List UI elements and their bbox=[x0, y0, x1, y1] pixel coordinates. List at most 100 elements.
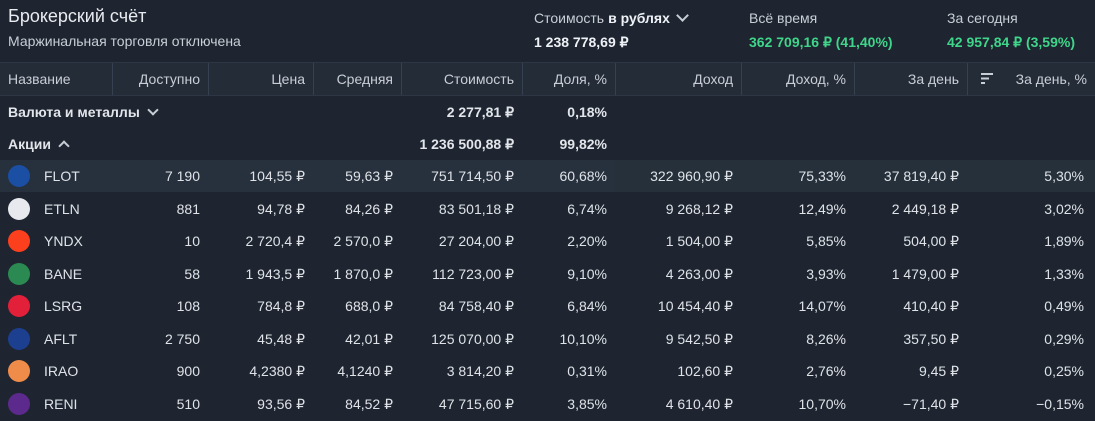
bashneft-logo bbox=[8, 262, 30, 285]
cell-avg: 4,1240 ₽ bbox=[337, 363, 393, 379]
cell-day: 1 479,00 ₽ bbox=[891, 265, 959, 282]
cell-day: 410,40 ₽ bbox=[903, 298, 959, 314]
cell-avg: 84,26 ₽ bbox=[345, 200, 393, 217]
cell-value: 83 501,18 ₽ bbox=[438, 200, 514, 217]
table-row[interactable]: IRAO 900 4,2380 ₽ 4,1240 ₽ 3 814,20 ₽ 0,31% 10… bbox=[0, 355, 1095, 387]
portfolio-value: 1 238 778,69 ₽ bbox=[534, 34, 629, 50]
renessans-logo bbox=[8, 392, 30, 415]
cell-day-pct: −0,15% bbox=[1036, 395, 1084, 412]
cell-price: 1 943,5 ₽ bbox=[245, 265, 305, 282]
chevron-down-icon bbox=[676, 9, 689, 22]
cell-avg: 59,63 ₽ bbox=[345, 168, 393, 184]
cell-day: 37 819,40 ₽ bbox=[883, 168, 959, 184]
group-currency-label: Валюта и металлы bbox=[8, 104, 140, 120]
table-row[interactable]: YNDX 10 2 720,4 ₽ 2 570,0 ₽ 27 204,00 ₽ 2,20%… bbox=[0, 225, 1095, 257]
cell-income-pct: 14,07% bbox=[798, 298, 846, 314]
cell-price: 784,8 ₽ bbox=[257, 298, 305, 314]
yandex-logo bbox=[8, 230, 30, 252]
col-available[interactable]: Доступно bbox=[112, 63, 208, 95]
cell-day: 2 449,18 ₽ bbox=[891, 200, 959, 217]
col-price[interactable]: Цена bbox=[208, 63, 313, 95]
col-day-pct-label: За день, % bbox=[1015, 71, 1087, 87]
all-time-block: Всё время 362 709,16 ₽ (41,40%) bbox=[749, 8, 893, 51]
cell-income: 10 454,40 ₽ bbox=[657, 298, 733, 314]
col-share[interactable]: Доля, % bbox=[522, 63, 615, 95]
today-income: 42 957,84 ₽ (3,59%) bbox=[947, 34, 1075, 50]
cell-available: 10 bbox=[184, 233, 200, 249]
cell-income-pct: 8,26% bbox=[806, 330, 846, 347]
interrao-logo bbox=[8, 360, 30, 382]
group-currency-toggle[interactable]: Валюта и металлы bbox=[8, 96, 159, 128]
cell-available: 108 bbox=[176, 298, 200, 314]
group-stocks-toggle[interactable]: Акции bbox=[8, 128, 70, 160]
cell-income: 322 960,90 ₽ bbox=[650, 168, 733, 184]
cell-income-pct: 10,70% bbox=[798, 395, 846, 412]
cell-share: 10,10% bbox=[559, 330, 607, 347]
cell-price: 45,48 ₽ bbox=[257, 330, 305, 347]
group-stocks[interactable]: Акции 1 236 500,88 ₽ 99,82% bbox=[0, 128, 1095, 160]
cell-income: 4 610,40 ₽ bbox=[665, 395, 733, 412]
cell-income-pct: 2,76% bbox=[806, 363, 846, 379]
cell-available: 2 750 bbox=[164, 330, 200, 347]
col-average[interactable]: Средняя bbox=[313, 63, 401, 95]
cell-share: 3,85% bbox=[567, 395, 607, 412]
cell-share: 9,10% bbox=[567, 265, 607, 282]
group-stocks-value: 1 236 500,88 ₽ bbox=[419, 136, 514, 152]
cell-price: 94,78 ₽ bbox=[257, 200, 305, 217]
table-row[interactable]: BANE 58 1 943,5 ₽ 1 870,0 ₽ 112 723,00 ₽ 9,10… bbox=[0, 258, 1095, 290]
currency-label: в рублях bbox=[608, 10, 670, 26]
cell-day: 357,50 ₽ bbox=[903, 330, 959, 347]
table-row[interactable]: RENI 510 93,56 ₽ 84,52 ₽ 47 715,60 ₽ 3,85% 4 6… bbox=[0, 388, 1095, 420]
table-row[interactable]: FLOT 7 190 104,55 ₽ 59,63 ₽ 751 714,50 ₽ 60,6… bbox=[0, 160, 1095, 192]
currency-selector[interactable]: Стоимость в рублях bbox=[534, 8, 689, 28]
cell-income-pct: 5,85% bbox=[806, 233, 846, 249]
account-header: Брокерский счёт Маржинальная торговля от… bbox=[0, 0, 1095, 62]
ticker: ETLN bbox=[44, 200, 80, 217]
cell-value: 27 204,00 ₽ bbox=[438, 233, 514, 249]
cell-day-pct: 1,33% bbox=[1044, 265, 1084, 282]
cell-income: 4 263,00 ₽ bbox=[665, 265, 733, 282]
cell-income: 102,60 ₽ bbox=[677, 363, 733, 379]
cell-day-pct: 0,29% bbox=[1044, 330, 1084, 347]
cell-share: 2,20% bbox=[567, 233, 607, 249]
table-row[interactable]: AFLT 2 750 45,48 ₽ 42,01 ₽ 125 070,00 ₽ 10,10… bbox=[0, 323, 1095, 355]
table-row[interactable]: LSRG 108 784,8 ₽ 688,0 ₽ 84 758,40 ₽ 6,84% 10 … bbox=[0, 290, 1095, 322]
today-label: За сегодня bbox=[947, 10, 1018, 26]
scf-logo bbox=[8, 165, 30, 187]
cell-value: 47 715,60 ₽ bbox=[438, 395, 514, 412]
cell-avg: 42,01 ₽ bbox=[345, 330, 393, 347]
ticker: FLOT bbox=[44, 168, 80, 184]
portfolio-value-block: Стоимость в рублях 1 238 778,69 ₽ bbox=[534, 8, 689, 51]
cell-value: 3 814,20 ₽ bbox=[446, 363, 514, 379]
cell-avg: 688,0 ₽ bbox=[345, 298, 393, 314]
cell-day-pct: 1,89% bbox=[1044, 233, 1084, 249]
cell-day: 9,45 ₽ bbox=[918, 363, 959, 379]
table-row[interactable]: ETLN 881 94,78 ₽ 84,26 ₽ 83 501,18 ₽ 6,74% 9 2… bbox=[0, 193, 1095, 225]
cell-available: 58 bbox=[184, 265, 200, 282]
cell-share: 6,84% bbox=[567, 298, 607, 314]
cell-day: 504,00 ₽ bbox=[903, 233, 959, 249]
today-block: За сегодня 42 957,84 ₽ (3,59%) bbox=[947, 8, 1075, 51]
cell-avg: 2 570,0 ₽ bbox=[333, 233, 393, 249]
col-day-pct[interactable]: За день, % bbox=[967, 63, 1095, 95]
col-name[interactable]: Название bbox=[8, 71, 71, 87]
cell-price: 93,56 ₽ bbox=[257, 395, 305, 412]
all-time-income: 362 709,16 ₽ (41,40%) bbox=[749, 34, 893, 50]
group-currency[interactable]: Валюта и металлы 2 277,81 ₽ 0,18% bbox=[0, 96, 1095, 128]
lsr-logo bbox=[8, 295, 30, 317]
cell-day-pct: 0,25% bbox=[1044, 363, 1084, 379]
col-day[interactable]: За день bbox=[854, 63, 967, 95]
col-value[interactable]: Стоимость bbox=[401, 63, 522, 95]
cell-day-pct: 3,02% bbox=[1044, 200, 1084, 217]
cell-price: 2 720,4 ₽ bbox=[245, 233, 305, 249]
ticker: YNDX bbox=[44, 233, 83, 249]
cell-day-pct: 5,30% bbox=[1044, 168, 1084, 184]
cell-income: 1 504,00 ₽ bbox=[665, 233, 733, 249]
cell-value: 84 758,40 ₽ bbox=[438, 298, 514, 314]
ticker: IRAO bbox=[44, 363, 79, 379]
col-income[interactable]: Доход bbox=[615, 63, 741, 95]
margin-status: Маржинальная торговля отключена bbox=[8, 33, 241, 49]
table-header: Название Доступно Цена Средняя Стоимость… bbox=[0, 62, 1095, 96]
col-income-pct[interactable]: Доход, % bbox=[741, 63, 854, 95]
cell-value: 751 714,50 ₽ bbox=[431, 168, 514, 184]
